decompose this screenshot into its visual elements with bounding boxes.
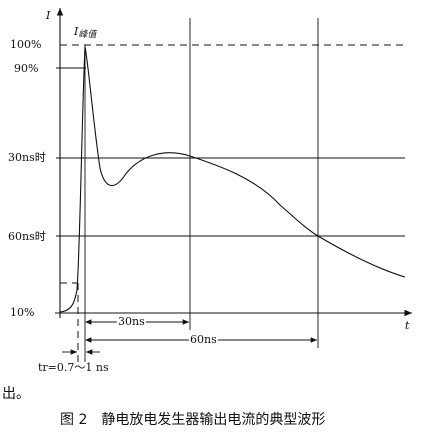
- span-label: 60ns: [190, 333, 217, 346]
- level-label: 30ns时: [8, 151, 46, 164]
- level-label: 60ns时: [8, 230, 46, 243]
- text-fragment: 出。: [2, 386, 30, 402]
- peak-label-main: I: [73, 25, 79, 38]
- caption: 图 2 静电放电发生器输出电流的典型波形: [60, 412, 325, 428]
- peak-label: I峰值: [73, 25, 98, 40]
- current-waveform: [59, 46, 406, 313]
- level-label: 90%: [14, 62, 38, 75]
- level-label: 10%: [10, 306, 34, 319]
- level-label: 100%: [10, 38, 41, 51]
- x-axis-label: t: [405, 319, 410, 332]
- rise-label: tr=0.7～1 ns: [38, 361, 109, 374]
- span-label: 30ns: [118, 315, 145, 328]
- peak-label-sub: 峰值: [78, 29, 98, 40]
- y-axis-label: I: [45, 9, 51, 22]
